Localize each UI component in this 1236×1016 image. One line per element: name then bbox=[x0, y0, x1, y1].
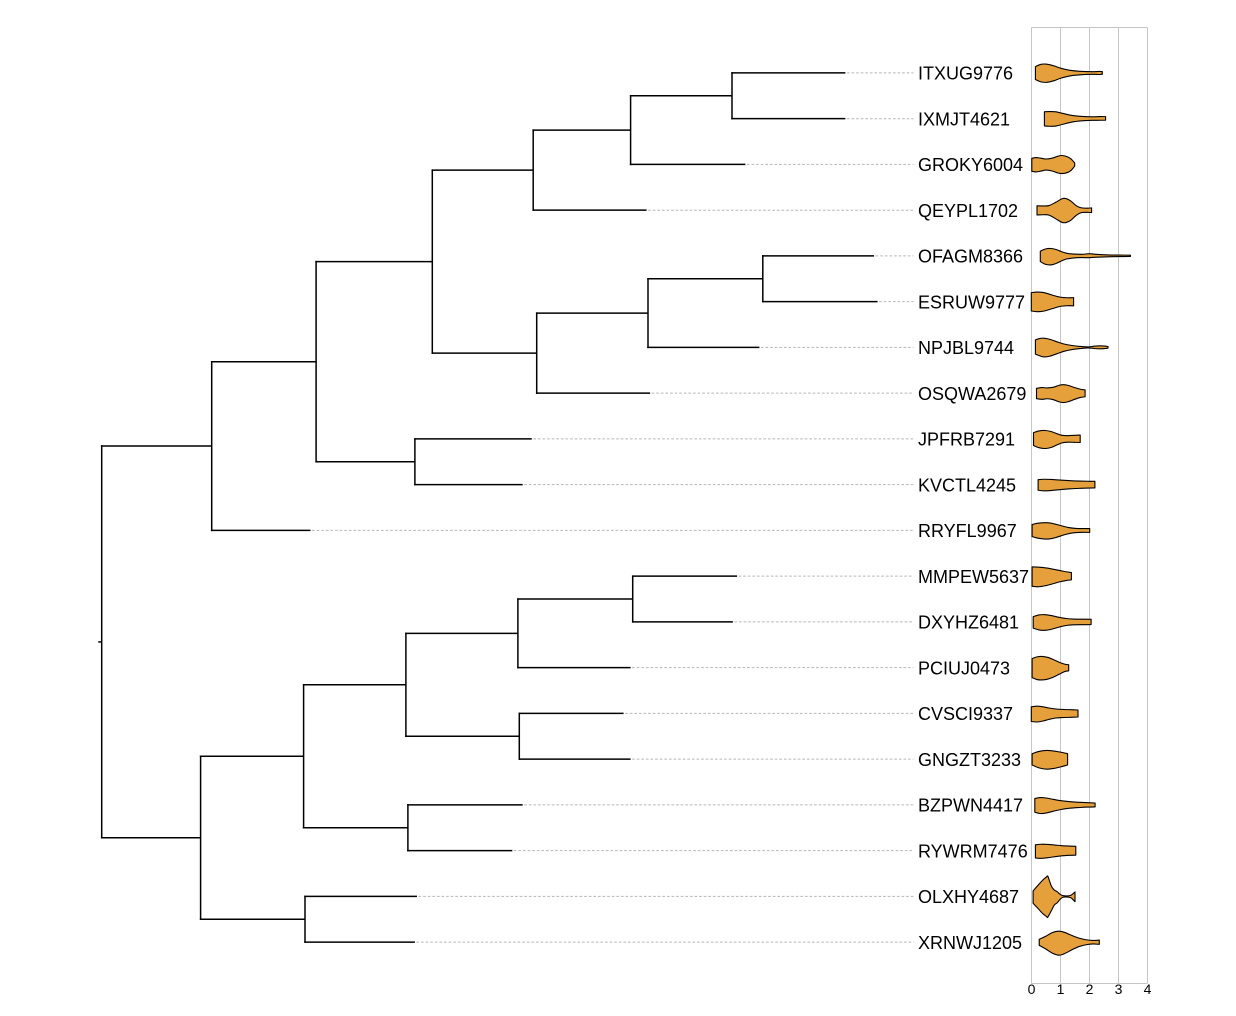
svg-text:RYWRM7476: RYWRM7476 bbox=[918, 841, 1028, 861]
svg-text:GROKY6004: GROKY6004 bbox=[918, 155, 1023, 175]
svg-text:MMPEW5637: MMPEW5637 bbox=[918, 567, 1029, 587]
svg-text:PCIUJ0473: PCIUJ0473 bbox=[918, 658, 1010, 678]
svg-text:GNGZT3233: GNGZT3233 bbox=[918, 750, 1021, 770]
svg-text:KVCTL4245: KVCTL4245 bbox=[918, 475, 1016, 495]
svg-text:BZPWN4417: BZPWN4417 bbox=[918, 796, 1023, 816]
svg-text:ITXUG9776: ITXUG9776 bbox=[918, 64, 1013, 84]
svg-text:CVSCI9337: CVSCI9337 bbox=[918, 704, 1013, 724]
svg-text:XRNWJ1205: XRNWJ1205 bbox=[918, 933, 1022, 953]
svg-text:1: 1 bbox=[1057, 981, 1065, 997]
svg-text:JPFRB7291: JPFRB7291 bbox=[918, 430, 1015, 450]
svg-text:NPJBL9744: NPJBL9744 bbox=[918, 338, 1014, 358]
svg-text:QEYPL1702: QEYPL1702 bbox=[918, 201, 1018, 221]
svg-text:OSQWA2679: OSQWA2679 bbox=[918, 384, 1026, 404]
svg-text:ESRUW9777: ESRUW9777 bbox=[918, 292, 1025, 312]
svg-text:4: 4 bbox=[1144, 981, 1152, 997]
svg-text:DXYHZ6481: DXYHZ6481 bbox=[918, 613, 1019, 633]
svg-text:RRYFL9967: RRYFL9967 bbox=[918, 521, 1017, 541]
svg-text:2: 2 bbox=[1086, 981, 1094, 997]
svg-text:IXMJT4621: IXMJT4621 bbox=[918, 109, 1010, 129]
svg-text:OFAGM8366: OFAGM8366 bbox=[918, 247, 1023, 267]
svg-text:0: 0 bbox=[1028, 981, 1036, 997]
svg-text:OLXHY4687: OLXHY4687 bbox=[918, 887, 1019, 907]
svg-text:3: 3 bbox=[1115, 981, 1123, 997]
